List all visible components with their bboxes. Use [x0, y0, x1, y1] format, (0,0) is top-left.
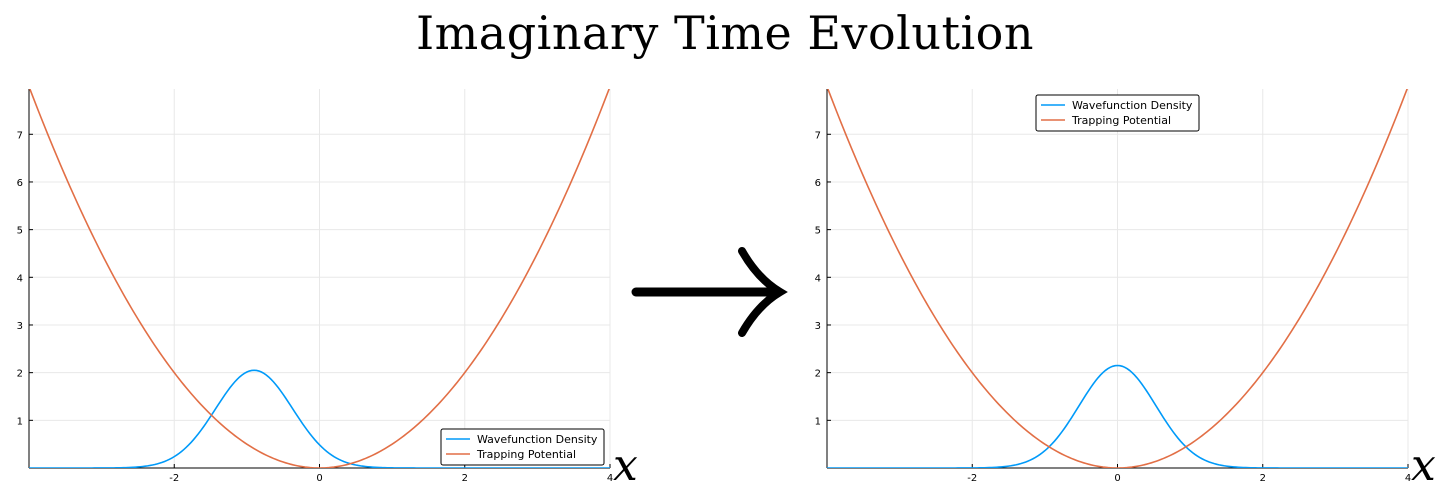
right-x-tick-label: -2 — [967, 473, 977, 484]
right-x-tick-label: 0 — [1114, 473, 1120, 484]
page-title: Imaginary Time Evolution — [416, 6, 1034, 60]
left-series-trapping-potential — [29, 89, 610, 468]
right-y-tick-label: 4 — [815, 273, 821, 284]
right-series-wavefunction-density — [827, 364, 1408, 468]
left-y-tick-label: 1 — [17, 416, 23, 427]
left-y-tick-label: 3 — [17, 321, 23, 332]
left-x-tick-label: 0 — [316, 473, 322, 484]
right-y-tick-label: 3 — [815, 321, 821, 332]
right-y-tick-label: 1 — [815, 416, 821, 427]
left-y-tick-label: 6 — [17, 178, 23, 189]
right-x-tick-label: 4 — [1405, 473, 1411, 484]
right-legend: Wavefunction Density Trapping Potential — [1035, 94, 1200, 132]
right-x-tick-label: 2 — [1260, 473, 1266, 484]
right-series-trapping-potential — [827, 89, 1408, 468]
right-y-tick-label: 2 — [815, 369, 821, 380]
left-x-axis-label: x — [613, 440, 638, 491]
left-legend-label: Wavefunction Density — [477, 433, 598, 446]
left-x-tick-label: 2 — [462, 473, 468, 484]
left-series-wavefunction-density — [29, 369, 610, 468]
left-y-tick-label: 7 — [17, 130, 23, 141]
right-y-tick-label: 7 — [815, 130, 821, 141]
left-x-tick-label: -2 — [169, 473, 179, 484]
left-x-tick-label: 4 — [607, 473, 613, 484]
right-legend-label: Wavefunction Density — [1072, 99, 1193, 112]
left-legend-label: Trapping Potential — [476, 448, 576, 461]
left-y-tick-label: 5 — [17, 226, 23, 237]
left-legend: Wavefunction Density Trapping Potential — [440, 428, 605, 466]
right-x-axis-label: x — [1411, 440, 1436, 491]
right-legend-label: Trapping Potential — [1071, 114, 1171, 127]
left-y-tick-label: 4 — [17, 273, 23, 284]
right-y-tick-label: 5 — [815, 226, 821, 237]
right-arrow-icon — [631, 247, 788, 337]
right-y-tick-label: 6 — [815, 178, 821, 189]
left-y-tick-label: 2 — [17, 369, 23, 380]
